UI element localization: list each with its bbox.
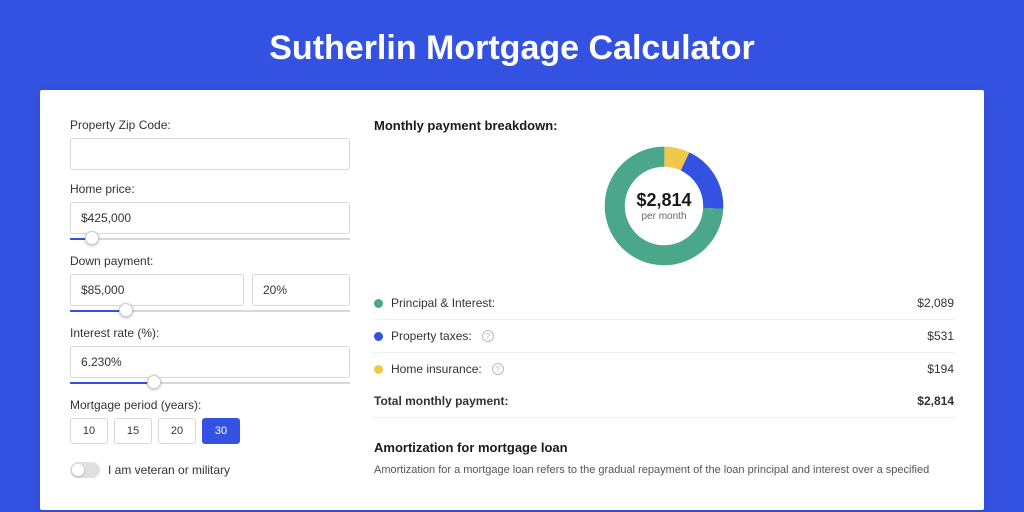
mortgage-period-option-15[interactable]: 15 bbox=[114, 418, 152, 444]
donut-amount: $2,814 bbox=[636, 190, 691, 211]
down-payment-pct-input[interactable] bbox=[252, 274, 350, 306]
interest-rate-field-group: Interest rate (%): bbox=[70, 326, 350, 386]
veteran-toggle-row: I am veteran or military bbox=[70, 462, 350, 478]
info-icon[interactable]: ? bbox=[482, 330, 494, 342]
donut-sub: per month bbox=[641, 211, 686, 222]
legend-value: $531 bbox=[927, 329, 954, 343]
breakdown-title: Monthly payment breakdown: bbox=[374, 118, 954, 133]
mortgage-period-label: Mortgage period (years): bbox=[70, 398, 350, 412]
info-icon[interactable]: ? bbox=[492, 363, 504, 375]
legend-row-1: Property taxes:? $531 bbox=[374, 320, 954, 353]
legend-row-2: Home insurance:? $194 bbox=[374, 353, 954, 385]
down-payment-label: Down payment: bbox=[70, 254, 350, 268]
interest-rate-input[interactable] bbox=[70, 346, 350, 378]
zip-label: Property Zip Code: bbox=[70, 118, 350, 132]
inputs-column: Property Zip Code: Home price: Down paym… bbox=[70, 118, 350, 480]
veteran-toggle-label: I am veteran or military bbox=[108, 463, 230, 477]
legend-value: $2,089 bbox=[917, 296, 954, 310]
legend-label: Principal & Interest: bbox=[391, 296, 495, 310]
home-price-input[interactable] bbox=[70, 202, 350, 234]
legend-dot bbox=[374, 299, 383, 308]
total-label: Total monthly payment: bbox=[374, 394, 508, 408]
interest-rate-label: Interest rate (%): bbox=[70, 326, 350, 340]
home-price-label: Home price: bbox=[70, 182, 350, 196]
total-value: $2,814 bbox=[917, 394, 954, 408]
legend-label: Property taxes: bbox=[391, 329, 472, 343]
veteran-toggle[interactable] bbox=[70, 462, 100, 478]
donut-chart: $2,814 per month bbox=[599, 141, 729, 271]
legend-value: $194 bbox=[927, 362, 954, 376]
home-price-field-group: Home price: bbox=[70, 182, 350, 242]
donut-center: $2,814 per month bbox=[599, 141, 729, 271]
amortization-section: Amortization for mortgage loan Amortizat… bbox=[374, 440, 954, 478]
breakdown-column: Monthly payment breakdown: $2,814 per mo… bbox=[374, 118, 954, 480]
mortgage-period-option-10[interactable]: 10 bbox=[70, 418, 108, 444]
interest-rate-slider[interactable] bbox=[70, 380, 350, 386]
home-price-slider[interactable] bbox=[70, 236, 350, 242]
amortization-title: Amortization for mortgage loan bbox=[374, 440, 954, 455]
legend-row-0: Principal & Interest: $2,089 bbox=[374, 287, 954, 320]
page-title: Sutherlin Mortgage Calculator bbox=[0, 0, 1024, 90]
calculator-card: Property Zip Code: Home price: Down paym… bbox=[40, 90, 984, 510]
toggle-knob bbox=[72, 464, 84, 476]
legend-dot bbox=[374, 365, 383, 374]
zip-input[interactable] bbox=[70, 138, 350, 170]
amortization-text: Amortization for a mortgage loan refers … bbox=[374, 463, 954, 478]
mortgage-period-field-group: Mortgage period (years): 10152030 bbox=[70, 398, 350, 444]
zip-field-group: Property Zip Code: bbox=[70, 118, 350, 170]
mortgage-period-option-30[interactable]: 30 bbox=[202, 418, 240, 444]
down-payment-amount-input[interactable] bbox=[70, 274, 244, 306]
legend-label: Home insurance: bbox=[391, 362, 482, 376]
down-payment-slider[interactable] bbox=[70, 308, 350, 314]
down-payment-field-group: Down payment: bbox=[70, 254, 350, 314]
legend-dot bbox=[374, 332, 383, 341]
donut-chart-wrap: $2,814 per month bbox=[374, 141, 954, 271]
mortgage-period-option-20[interactable]: 20 bbox=[158, 418, 196, 444]
total-row: Total monthly payment: $2,814 bbox=[374, 385, 954, 418]
